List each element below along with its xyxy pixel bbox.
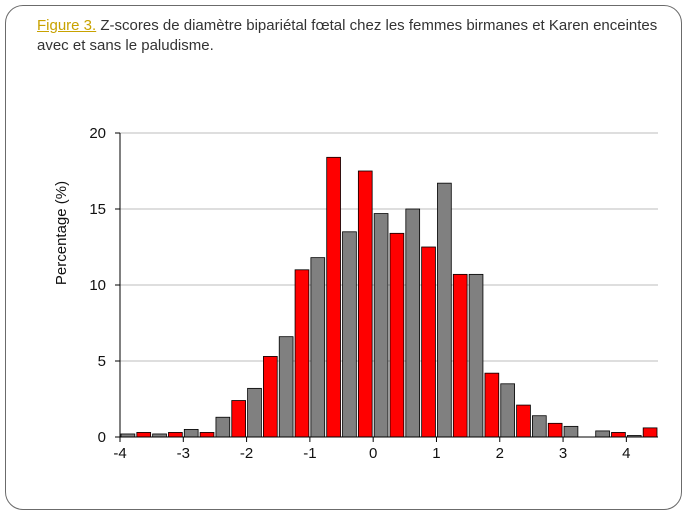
bar-series1-14	[563, 425, 579, 438]
bar-series2-16	[642, 427, 658, 438]
bar-series1-3	[215, 416, 231, 438]
x-tick-label-2: 2	[496, 445, 504, 462]
bar-series1-10	[437, 182, 452, 438]
x-tick-label-3: 3	[559, 445, 567, 462]
bar-series2-12	[516, 404, 531, 438]
x-tick-label--1: -1	[303, 445, 316, 462]
y-tick-label-10: 10	[89, 277, 106, 294]
y-tick-label-20: 20	[89, 125, 106, 142]
y-tick-label-15: 15	[89, 201, 106, 218]
bar-series1-5	[278, 336, 294, 438]
bar-series1-8	[373, 213, 389, 438]
bar-series2-1	[168, 432, 183, 438]
bar-series2-3	[231, 400, 246, 438]
bar-series2-7	[357, 170, 373, 438]
bar-series1-11	[468, 273, 484, 438]
bar-series1-13	[532, 415, 547, 438]
bar-series1-7	[342, 231, 357, 438]
bar-series1-4	[247, 387, 262, 438]
bar-series2-2	[199, 432, 215, 438]
x-tick-label-0: 0	[369, 445, 377, 462]
figure-title: Z-scores de diamètre bipariétal fœtal ch…	[37, 17, 658, 54]
x-tick-label-1: 1	[432, 445, 440, 462]
y-tick-labels: 0 5 10 15 20	[89, 125, 120, 446]
bars	[120, 156, 658, 438]
grid-lines	[120, 132, 658, 362]
bar-series2-11	[484, 372, 500, 438]
bar-series1-9	[405, 208, 421, 438]
bar-series2-9	[421, 246, 436, 438]
y-tick-label-5: 5	[98, 353, 106, 370]
bar-series2-0	[136, 432, 152, 438]
bar-series2-15	[611, 432, 626, 438]
x-tick-label-4: 4	[622, 445, 630, 462]
x-tick-label--2: -2	[240, 445, 253, 462]
bar-series2-5	[294, 269, 310, 438]
x-tick-label--4: -4	[113, 445, 126, 462]
bar-series1-12	[500, 383, 515, 438]
bar-series2-6	[326, 156, 341, 438]
x-tick-labels: -4 -3 -2 -1 0 1 2 3 4	[113, 437, 631, 462]
bar-series1-2	[183, 428, 199, 438]
bar-series2-4	[263, 356, 278, 438]
figure-label: Figure 3.	[37, 17, 97, 34]
bar-series2-8	[389, 232, 405, 438]
y-tick-label-0: 0	[98, 429, 106, 446]
figure-caption: Figure 3. Z-scores de diamètre bipariéta…	[37, 16, 667, 56]
bar-series1-6	[310, 257, 326, 438]
bar-series1-15	[595, 430, 610, 438]
x-tick-label--3: -3	[177, 445, 190, 462]
y-axis-label: Percentage (%)	[53, 181, 70, 285]
bar-series2-13	[547, 422, 563, 438]
bar-series2-10	[452, 273, 468, 438]
